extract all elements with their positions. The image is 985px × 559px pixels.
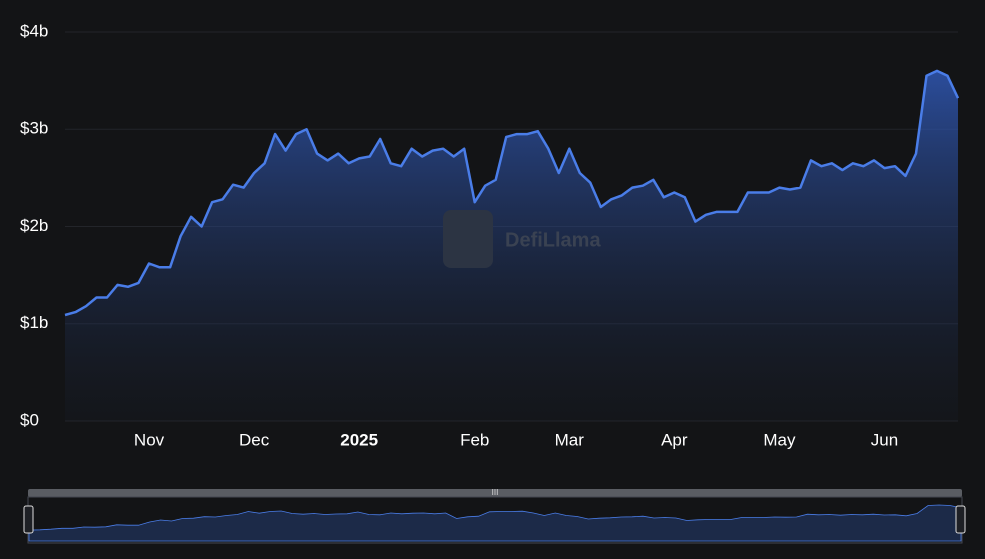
x-tick-label: 2025 [340,430,378,449]
x-tick-label: May [763,430,796,449]
y-tick-label: $2b [20,216,48,235]
navigator-area [28,504,962,542]
brush-grip[interactable]: III [492,488,499,497]
y-tick-label: $4b [20,21,48,40]
x-tick-label: Nov [134,430,165,449]
brush-handle-right[interactable] [955,505,966,534]
area-line [64,69,960,317]
y-tick-label: $1b [20,313,48,332]
y-tick-label: $3b [20,119,48,138]
y-tick-label: $0 [20,410,39,429]
area-fill [65,70,958,422]
watermark-text: DefiLlama [505,229,601,251]
brush-bar[interactable] [28,489,962,497]
x-tick-label: Mar [555,430,585,449]
watermark-logo [443,210,493,268]
x-tick-label: Feb [460,430,489,449]
watermark: DefiLlama [443,210,601,268]
x-tick-label: Dec [239,430,270,449]
brush-handle-left[interactable] [23,505,34,534]
x-tick-label: Apr [661,430,688,449]
x-tick-label: Jun [871,430,898,449]
